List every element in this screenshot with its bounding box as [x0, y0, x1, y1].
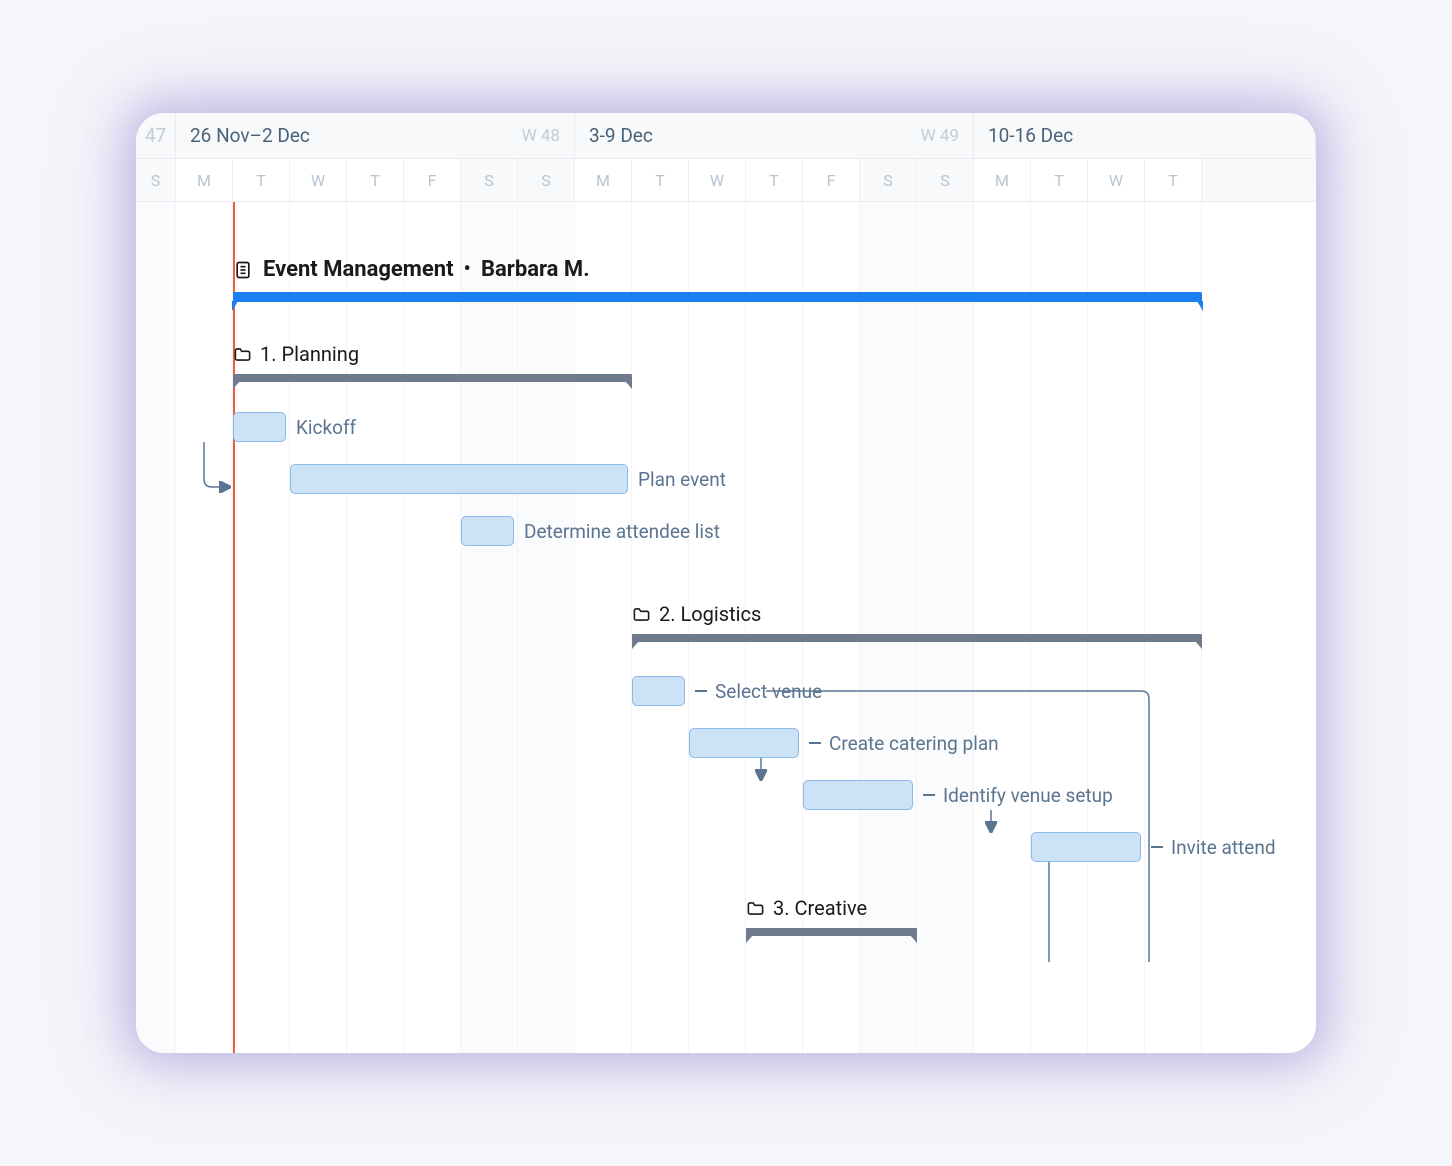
week-header[interactable]: 3-9 Dec W 49 — [575, 113, 974, 158]
day-header[interactable]: S — [461, 159, 518, 201]
week-range-label: 3-9 Dec — [589, 124, 653, 147]
group-summary-bar-logistics[interactable] — [632, 634, 1202, 642]
group-title-logistics[interactable]: 2. Logistics — [632, 602, 761, 626]
day-header[interactable]: W — [290, 159, 347, 201]
gantt-body[interactable]: Event Management • Barbara M. 1. Plannin… — [136, 202, 1316, 1053]
day-header[interactable]: T — [1031, 159, 1088, 201]
group-label: 3. Creative — [773, 896, 867, 920]
task-label-kickoff[interactable]: Kickoff — [296, 412, 356, 442]
day-header[interactable]: T — [632, 159, 689, 201]
separator-dot: • — [464, 257, 471, 282]
week-header-row: 47 26 Nov–2 Dec W 48 3-9 Dec W 49 10-16 Dec — [136, 113, 1316, 159]
folder-icon — [746, 899, 765, 918]
day-stub: S — [136, 159, 176, 201]
task-label-catering[interactable]: Create catering plan — [809, 728, 999, 758]
timeline-header: 47 26 Nov–2 Dec W 48 3-9 Dec W 49 10-16 Dec S… — [136, 113, 1316, 202]
day-header[interactable]: S — [518, 159, 575, 201]
task-label-attendee-list[interactable]: Determine attendee list — [524, 516, 720, 546]
week-number-label: W 48 — [522, 126, 560, 146]
day-header[interactable]: T — [233, 159, 290, 201]
gantt-frame: 47 26 Nov–2 Dec W 48 3-9 Dec W 49 10-16 Dec S… — [136, 113, 1316, 1053]
task-label-select-venue[interactable]: Select venue — [695, 676, 822, 706]
project-title: Event Management — [263, 257, 454, 282]
task-bar-kickoff[interactable] — [233, 412, 286, 442]
task-bar-plan-event[interactable] — [290, 464, 628, 494]
week-header[interactable]: 26 Nov–2 Dec W 48 — [176, 113, 575, 158]
week-stub: 47 — [136, 113, 176, 158]
task-bar-catering[interactable] — [689, 728, 799, 758]
task-label-invite[interactable]: Invite attend — [1151, 832, 1276, 862]
day-header[interactable]: M — [575, 159, 632, 201]
day-header[interactable]: W — [1088, 159, 1145, 201]
task-label-venue-setup[interactable]: Identify venue setup — [923, 780, 1113, 810]
group-label: 2. Logistics — [659, 602, 761, 626]
day-header[interactable]: T — [746, 159, 803, 201]
task-label-plan-event[interactable]: Plan event — [638, 464, 726, 494]
group-title-creative[interactable]: 3. Creative — [746, 896, 867, 920]
day-header[interactable]: T — [1145, 159, 1202, 201]
project-owner: Barbara M. — [481, 257, 590, 282]
week-range-label: 10-16 Dec — [988, 124, 1073, 147]
day-header[interactable]: S — [860, 159, 917, 201]
group-title-planning[interactable]: 1. Planning — [233, 342, 359, 366]
day-header[interactable]: M — [176, 159, 233, 201]
day-header[interactable]: F — [404, 159, 461, 201]
day-header[interactable]: F — [803, 159, 860, 201]
gantt-content: Event Management • Barbara M. 1. Plannin… — [136, 202, 1316, 1053]
task-bar-attendee-list[interactable] — [461, 516, 514, 546]
task-bar-select-venue[interactable] — [632, 676, 685, 706]
day-header[interactable]: W — [689, 159, 746, 201]
clipboard-icon — [233, 260, 253, 280]
project-summary-bar[interactable] — [233, 292, 1202, 302]
group-summary-bar-creative[interactable] — [746, 928, 917, 936]
week-number-label: W 49 — [921, 126, 959, 146]
day-header[interactable]: T — [347, 159, 404, 201]
project-title-row[interactable]: Event Management • Barbara M. — [233, 257, 590, 282]
group-summary-bar-planning[interactable] — [233, 374, 632, 382]
day-header-row: SMTWTFSSMTWTFSSMTWT — [136, 159, 1316, 201]
task-bar-invite[interactable] — [1031, 832, 1141, 862]
day-header[interactable]: S — [917, 159, 974, 201]
task-bar-venue-setup[interactable] — [803, 780, 913, 810]
week-range-label: 26 Nov–2 Dec — [190, 124, 310, 147]
folder-icon — [632, 605, 651, 624]
day-header[interactable]: M — [974, 159, 1031, 201]
group-label: 1. Planning — [260, 342, 359, 366]
week-header[interactable]: 10-16 Dec — [974, 113, 1316, 158]
folder-icon — [233, 345, 252, 364]
